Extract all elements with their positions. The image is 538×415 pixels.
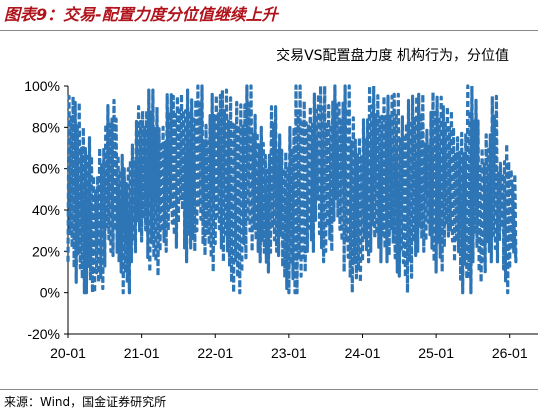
source-note: 来源：Wind，国金证券研究所 <box>4 395 167 409</box>
chart-title: 交易VS配置盘力度 机构行为，分位值 <box>276 47 509 64</box>
chart: 交易VS配置盘力度 机构行为，分位值 -20% 0% 20% 40% 60% 80% 100… <box>24 47 538 361</box>
y-tick-label: 80% <box>32 119 60 135</box>
y-tick-label: 40% <box>32 202 60 218</box>
x-tick-label: 25-01 <box>418 345 454 361</box>
x-tick-label: 21-01 <box>124 345 160 361</box>
x-tick-label: 26-01 <box>492 345 528 361</box>
x-tick-label: 22-01 <box>197 345 233 361</box>
bottom-divider <box>0 389 538 390</box>
y-tick-label: 0% <box>40 285 60 301</box>
plot-area <box>66 84 518 295</box>
x-axis: 20-01 21-01 22-01 23-01 24-01 25-01 26-01 <box>50 333 538 361</box>
y-axis: -20% 0% 20% 40% 60% 80% 100% <box>24 78 69 342</box>
y-tick-label: 20% <box>32 243 60 259</box>
figure-title: 图表9：交易-配置力度分位值继续上升 <box>4 5 278 24</box>
y-tick-label: 60% <box>32 161 60 177</box>
x-tick-label: 20-01 <box>50 345 86 361</box>
top-divider <box>0 30 538 31</box>
x-tick-label: 24-01 <box>345 345 381 361</box>
y-tick-label: 100% <box>24 78 60 94</box>
x-tick-label: 23-01 <box>271 345 307 361</box>
series-line <box>66 84 518 295</box>
y-tick-label: -20% <box>27 326 60 342</box>
